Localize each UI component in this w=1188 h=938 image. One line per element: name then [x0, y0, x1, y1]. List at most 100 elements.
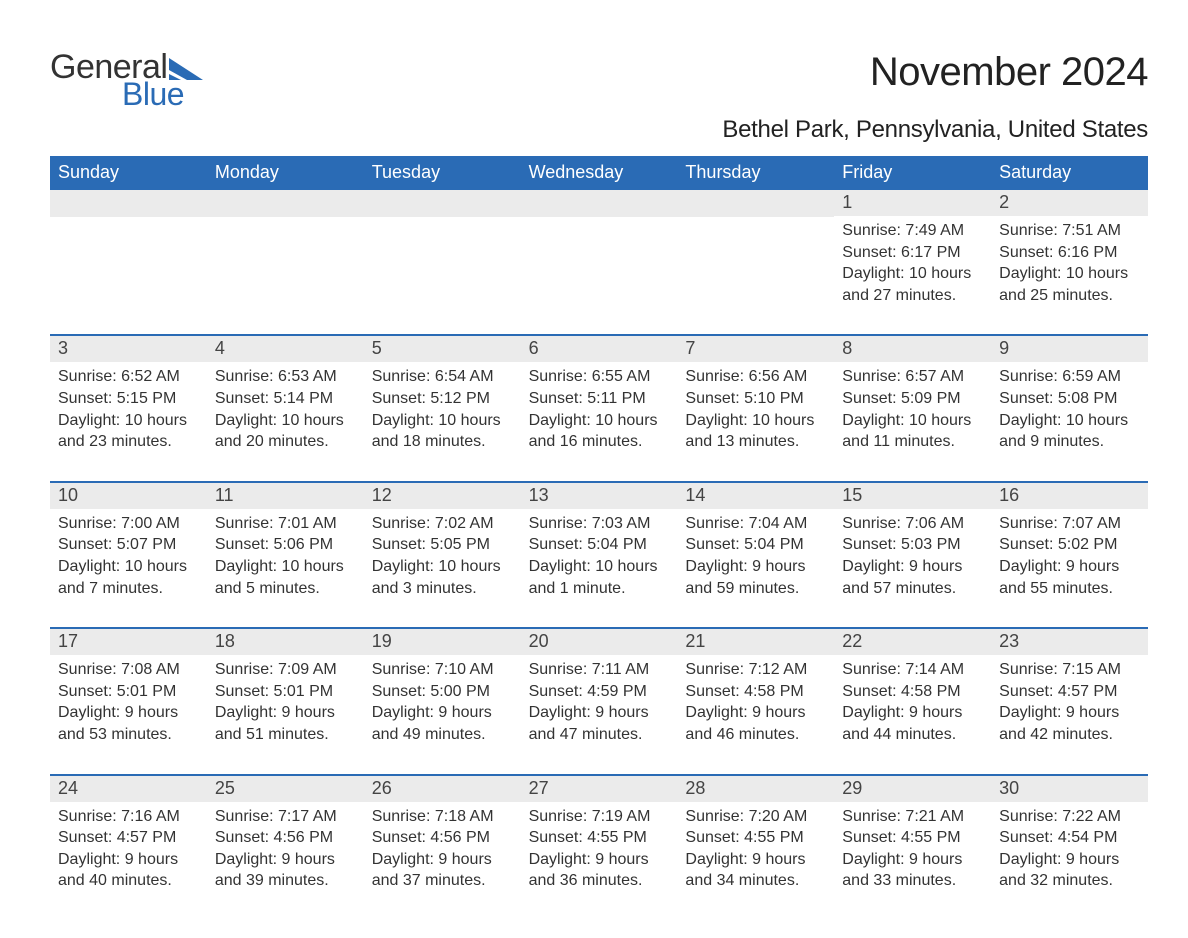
day-sunrise: Sunrise: 6:53 AM	[215, 366, 356, 388]
day-number: 1	[834, 190, 991, 216]
day-number: 20	[521, 629, 678, 655]
day-sunrise: Sunrise: 7:16 AM	[58, 806, 199, 828]
day-d2: and 49 minutes.	[372, 724, 513, 746]
day-sunset: Sunset: 5:07 PM	[58, 534, 199, 556]
day-sunset: Sunset: 4:55 PM	[842, 827, 983, 849]
day-sunset: Sunset: 5:01 PM	[58, 681, 199, 703]
day-d1: Daylight: 10 hours	[529, 556, 670, 578]
day-d2: and 55 minutes.	[999, 578, 1140, 600]
day-sunrise: Sunrise: 7:08 AM	[58, 659, 199, 681]
day-d1: Daylight: 10 hours	[999, 263, 1140, 285]
day-sunrise: Sunrise: 7:06 AM	[842, 513, 983, 535]
empty-day-bar	[677, 190, 834, 217]
day-d2: and 37 minutes.	[372, 870, 513, 892]
day-sunrise: Sunrise: 7:04 AM	[685, 513, 826, 535]
day-body: Sunrise: 6:53 AMSunset: 5:14 PMDaylight:…	[207, 362, 364, 458]
day-d1: Daylight: 10 hours	[372, 556, 513, 578]
day-cell: 7Sunrise: 6:56 AMSunset: 5:10 PMDaylight…	[677, 336, 834, 458]
day-sunrise: Sunrise: 7:49 AM	[842, 220, 983, 242]
day-cell: 4Sunrise: 6:53 AMSunset: 5:14 PMDaylight…	[207, 336, 364, 458]
day-number: 26	[364, 776, 521, 802]
day-cell	[677, 190, 834, 312]
header-row: General Blue November 2024	[50, 50, 1148, 110]
day-d1: Daylight: 10 hours	[215, 410, 356, 432]
day-d2: and 27 minutes.	[842, 285, 983, 307]
day-number: 19	[364, 629, 521, 655]
day-sunset: Sunset: 4:59 PM	[529, 681, 670, 703]
day-sunrise: Sunrise: 7:00 AM	[58, 513, 199, 535]
day-d1: Daylight: 9 hours	[999, 702, 1140, 724]
day-sunset: Sunset: 5:03 PM	[842, 534, 983, 556]
week-row: 17 Sunrise: 7:08 AMSunset: 5:01 PM Dayligh…	[50, 627, 1148, 751]
day-d1: Daylight: 9 hours	[529, 702, 670, 724]
day-sunrise: Sunrise: 7:11 AM	[529, 659, 670, 681]
day-number: 14	[677, 483, 834, 509]
day-sunrise: Sunrise: 7:17 AM	[215, 806, 356, 828]
header-tuesday: Tuesday	[364, 156, 521, 190]
day-sunrise: Sunrise: 6:54 AM	[372, 366, 513, 388]
day-d1: Daylight: 9 hours	[372, 849, 513, 871]
day-sunrise: Sunrise: 7:14 AM	[842, 659, 983, 681]
day-body: Sunrise: 7:01 AMSunset: 5:06 PMDaylight:…	[207, 509, 364, 605]
day-sunrise: Sunrise: 7:03 AM	[529, 513, 670, 535]
day-cell: 14Sunrise: 7:04 AMSunset: 5:04 PMDayligh…	[677, 483, 834, 605]
day-d1: Daylight: 9 hours	[999, 556, 1140, 578]
day-d2: and 40 minutes.	[58, 870, 199, 892]
calendar: Sunday Monday Tuesday Wednesday Thursday…	[50, 156, 1148, 898]
day-sunset: Sunset: 5:10 PM	[685, 388, 826, 410]
day-sunset: Sunset: 5:04 PM	[529, 534, 670, 556]
day-number: 6	[521, 336, 678, 362]
day-cell	[207, 190, 364, 312]
day-body: Sunrise: 6:55 AMSunset: 5:11 PMDaylight:…	[521, 362, 678, 458]
day-body: Sunrise: 7:22 AMSunset: 4:54 PMDaylight:…	[991, 802, 1148, 898]
day-sunrise: Sunrise: 6:56 AM	[685, 366, 826, 388]
day-d2: and 5 minutes.	[215, 578, 356, 600]
day-body: Sunrise: 7:18 AMSunset: 4:56 PMDaylight:…	[364, 802, 521, 898]
day-body: Sunrise: 7:15 AMSunset: 4:57 PMDaylight:…	[991, 655, 1148, 751]
day-body: Sunrise: 7:09 AMSunset: 5:01 PMDaylight:…	[207, 655, 364, 751]
day-cell: 24Sunrise: 7:16 AMSunset: 4:57 PMDayligh…	[50, 776, 207, 898]
day-cell: 26Sunrise: 7:18 AMSunset: 4:56 PMDayligh…	[364, 776, 521, 898]
day-number: 23	[991, 629, 1148, 655]
day-sunset: Sunset: 4:58 PM	[842, 681, 983, 703]
day-cell: 19Sunrise: 7:10 AMSunset: 5:00 PMDayligh…	[364, 629, 521, 751]
day-number: 13	[521, 483, 678, 509]
day-number: 24	[50, 776, 207, 802]
day-cell: 22Sunrise: 7:14 AMSunset: 4:58 PMDayligh…	[834, 629, 991, 751]
day-number: 11	[207, 483, 364, 509]
day-cell: 11Sunrise: 7:01 AMSunset: 5:06 PMDayligh…	[207, 483, 364, 605]
day-d1: Daylight: 10 hours	[529, 410, 670, 432]
day-d2: and 7 minutes.	[58, 578, 199, 600]
day-number: 17	[50, 629, 207, 655]
day-body: Sunrise: 7:12 AMSunset: 4:58 PMDaylight:…	[677, 655, 834, 751]
day-sunrise: Sunrise: 7:07 AM	[999, 513, 1140, 535]
day-d2: and 1 minute.	[529, 578, 670, 600]
day-number: 5	[364, 336, 521, 362]
day-sunset: Sunset: 4:56 PM	[372, 827, 513, 849]
day-number: 29	[834, 776, 991, 802]
header-wednesday: Wednesday	[521, 156, 678, 190]
day-number: 16	[991, 483, 1148, 509]
day-sunset: Sunset: 6:16 PM	[999, 242, 1140, 264]
header-sunday: Sunday	[50, 156, 207, 190]
day-body: Sunrise: 7:03 AMSunset: 5:04 PMDaylight:…	[521, 509, 678, 605]
day-sunrise: Sunrise: 7:22 AM	[999, 806, 1140, 828]
day-d1: Daylight: 9 hours	[215, 702, 356, 724]
day-sunrise: Sunrise: 7:10 AM	[372, 659, 513, 681]
day-cell	[50, 190, 207, 312]
day-d1: Daylight: 10 hours	[685, 410, 826, 432]
day-sunset: Sunset: 5:11 PM	[529, 388, 670, 410]
day-d1: Daylight: 10 hours	[842, 410, 983, 432]
empty-day-bar	[364, 190, 521, 217]
day-cell: 12Sunrise: 7:02 AMSunset: 5:05 PMDayligh…	[364, 483, 521, 605]
day-sunset: Sunset: 5:05 PM	[372, 534, 513, 556]
day-number: 15	[834, 483, 991, 509]
header-monday: Monday	[207, 156, 364, 190]
day-d2: and 32 minutes.	[999, 870, 1140, 892]
header-thursday: Thursday	[677, 156, 834, 190]
day-sunset: Sunset: 5:08 PM	[999, 388, 1140, 410]
day-number: 9	[991, 336, 1148, 362]
day-d1: Daylight: 9 hours	[58, 849, 199, 871]
day-body: Sunrise: 7:02 AMSunset: 5:05 PMDaylight:…	[364, 509, 521, 605]
day-sunset: Sunset: 5:14 PM	[215, 388, 356, 410]
